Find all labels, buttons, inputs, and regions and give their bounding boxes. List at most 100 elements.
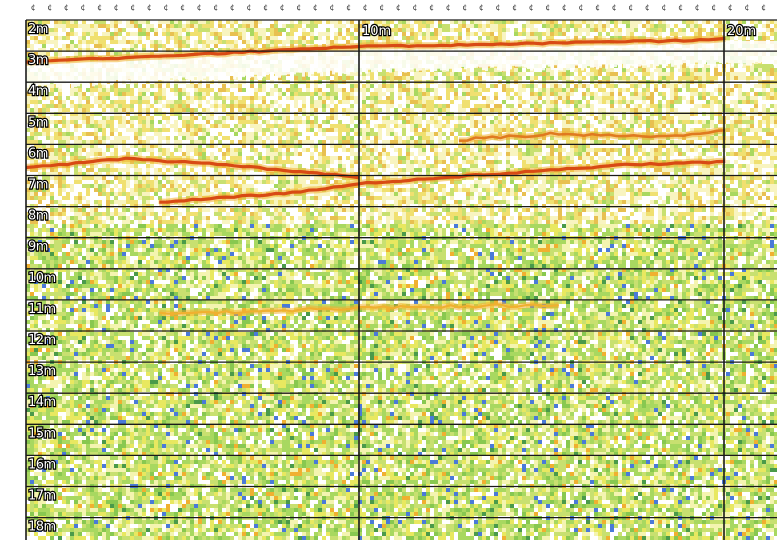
noise-speckle — [130, 100, 134, 104]
noise-speckle — [262, 40, 266, 44]
noise-speckle — [398, 96, 402, 100]
noise-speckle — [162, 92, 166, 96]
noise-speckle — [214, 44, 218, 48]
noise-speckle — [126, 96, 130, 100]
noise-speckle — [278, 40, 282, 44]
noise-speckle — [134, 108, 138, 112]
noise-speckle — [274, 28, 278, 32]
noise-speckle — [30, 44, 34, 48]
noise-speckle — [442, 108, 446, 112]
noise-speckle — [94, 32, 98, 36]
noise-speckle — [638, 84, 642, 88]
noise-speckle — [294, 40, 298, 44]
noise-speckle — [438, 36, 442, 40]
noise-speckle — [702, 68, 706, 72]
noise-speckle — [266, 100, 270, 104]
noise-speckle — [306, 88, 310, 92]
noise-speckle — [714, 104, 718, 108]
noise-speckle — [482, 76, 486, 80]
noise-speckle — [686, 32, 690, 36]
noise-speckle — [66, 40, 70, 44]
noise-speckle — [190, 28, 194, 32]
noise-speckle — [470, 120, 474, 124]
noise-speckle — [102, 36, 106, 40]
noise-speckle — [582, 88, 586, 92]
noise-speckle — [626, 104, 630, 108]
noise-speckle — [754, 112, 758, 116]
noise-speckle — [650, 112, 654, 116]
noise-speckle — [466, 84, 470, 88]
noise-speckle — [646, 92, 650, 96]
noise-speckle — [394, 100, 398, 104]
noise-speckle — [614, 108, 618, 112]
noise-speckle — [682, 100, 686, 104]
noise-speckle — [618, 100, 622, 104]
noise-speckle — [514, 120, 518, 124]
noise-speckle — [162, 36, 166, 40]
noise-speckle — [746, 76, 750, 80]
noise-speckle — [590, 108, 594, 112]
noise-speckle — [54, 100, 58, 104]
noise-speckle — [582, 100, 586, 104]
noise-speckle — [234, 28, 238, 32]
noise-speckle — [102, 44, 106, 48]
noise-speckle — [602, 88, 606, 92]
noise-speckle — [82, 116, 86, 120]
noise-speckle — [194, 36, 198, 40]
noise-speckle — [394, 84, 398, 88]
noise-speckle — [598, 112, 602, 116]
noise-speckle — [138, 36, 142, 40]
noise-speckle — [350, 32, 354, 36]
noise-speckle — [718, 112, 722, 116]
noise-speckle — [338, 112, 342, 116]
noise-speckle — [270, 88, 274, 92]
noise-speckle — [126, 28, 130, 32]
noise-speckle — [522, 116, 526, 120]
noise-speckle — [322, 32, 326, 36]
noise-speckle — [538, 84, 542, 88]
noise-speckle — [162, 116, 166, 120]
noise-speckle — [30, 40, 34, 44]
noise-speckle — [486, 24, 490, 28]
noise-speckle — [206, 100, 210, 104]
noise-speckle — [438, 120, 442, 124]
noise-speckle — [110, 44, 114, 48]
noise-speckle — [706, 88, 710, 92]
noise-speckle — [142, 124, 146, 128]
noise-speckle — [518, 28, 522, 32]
noise-speckle — [458, 36, 462, 40]
noise-speckle — [622, 32, 626, 36]
noise-speckle — [118, 92, 122, 96]
noise-speckle — [506, 120, 510, 124]
noise-speckle — [710, 112, 714, 116]
noise-speckle — [454, 100, 458, 104]
noise-speckle — [174, 44, 178, 48]
noise-speckle — [270, 28, 274, 32]
noise-speckle — [450, 24, 454, 28]
noise-speckle — [762, 68, 766, 72]
noise-speckle — [434, 92, 438, 96]
noise-speckle — [702, 76, 706, 80]
noise-speckle — [618, 76, 622, 80]
noise-speckle — [74, 28, 78, 32]
noise-speckle — [246, 84, 250, 88]
noise-speckle — [486, 120, 490, 124]
noise-speckle — [442, 76, 446, 80]
noise-speckle — [290, 112, 294, 116]
noise-speckle — [510, 76, 514, 80]
noise-speckle — [434, 100, 438, 104]
noise-speckle — [754, 64, 758, 68]
noise-speckle — [478, 116, 482, 120]
noise-speckle — [642, 76, 646, 80]
noise-speckle — [302, 108, 306, 112]
noise-speckle — [718, 100, 722, 104]
noise-speckle — [698, 104, 702, 108]
noise-speckle — [150, 84, 154, 88]
noise-speckle — [594, 120, 598, 124]
noise-speckle — [742, 72, 746, 76]
noise-speckle — [54, 24, 58, 28]
noise-speckle — [82, 32, 86, 36]
noise-speckle — [70, 120, 74, 124]
noise-speckle — [350, 92, 354, 96]
noise-speckle — [550, 116, 554, 120]
